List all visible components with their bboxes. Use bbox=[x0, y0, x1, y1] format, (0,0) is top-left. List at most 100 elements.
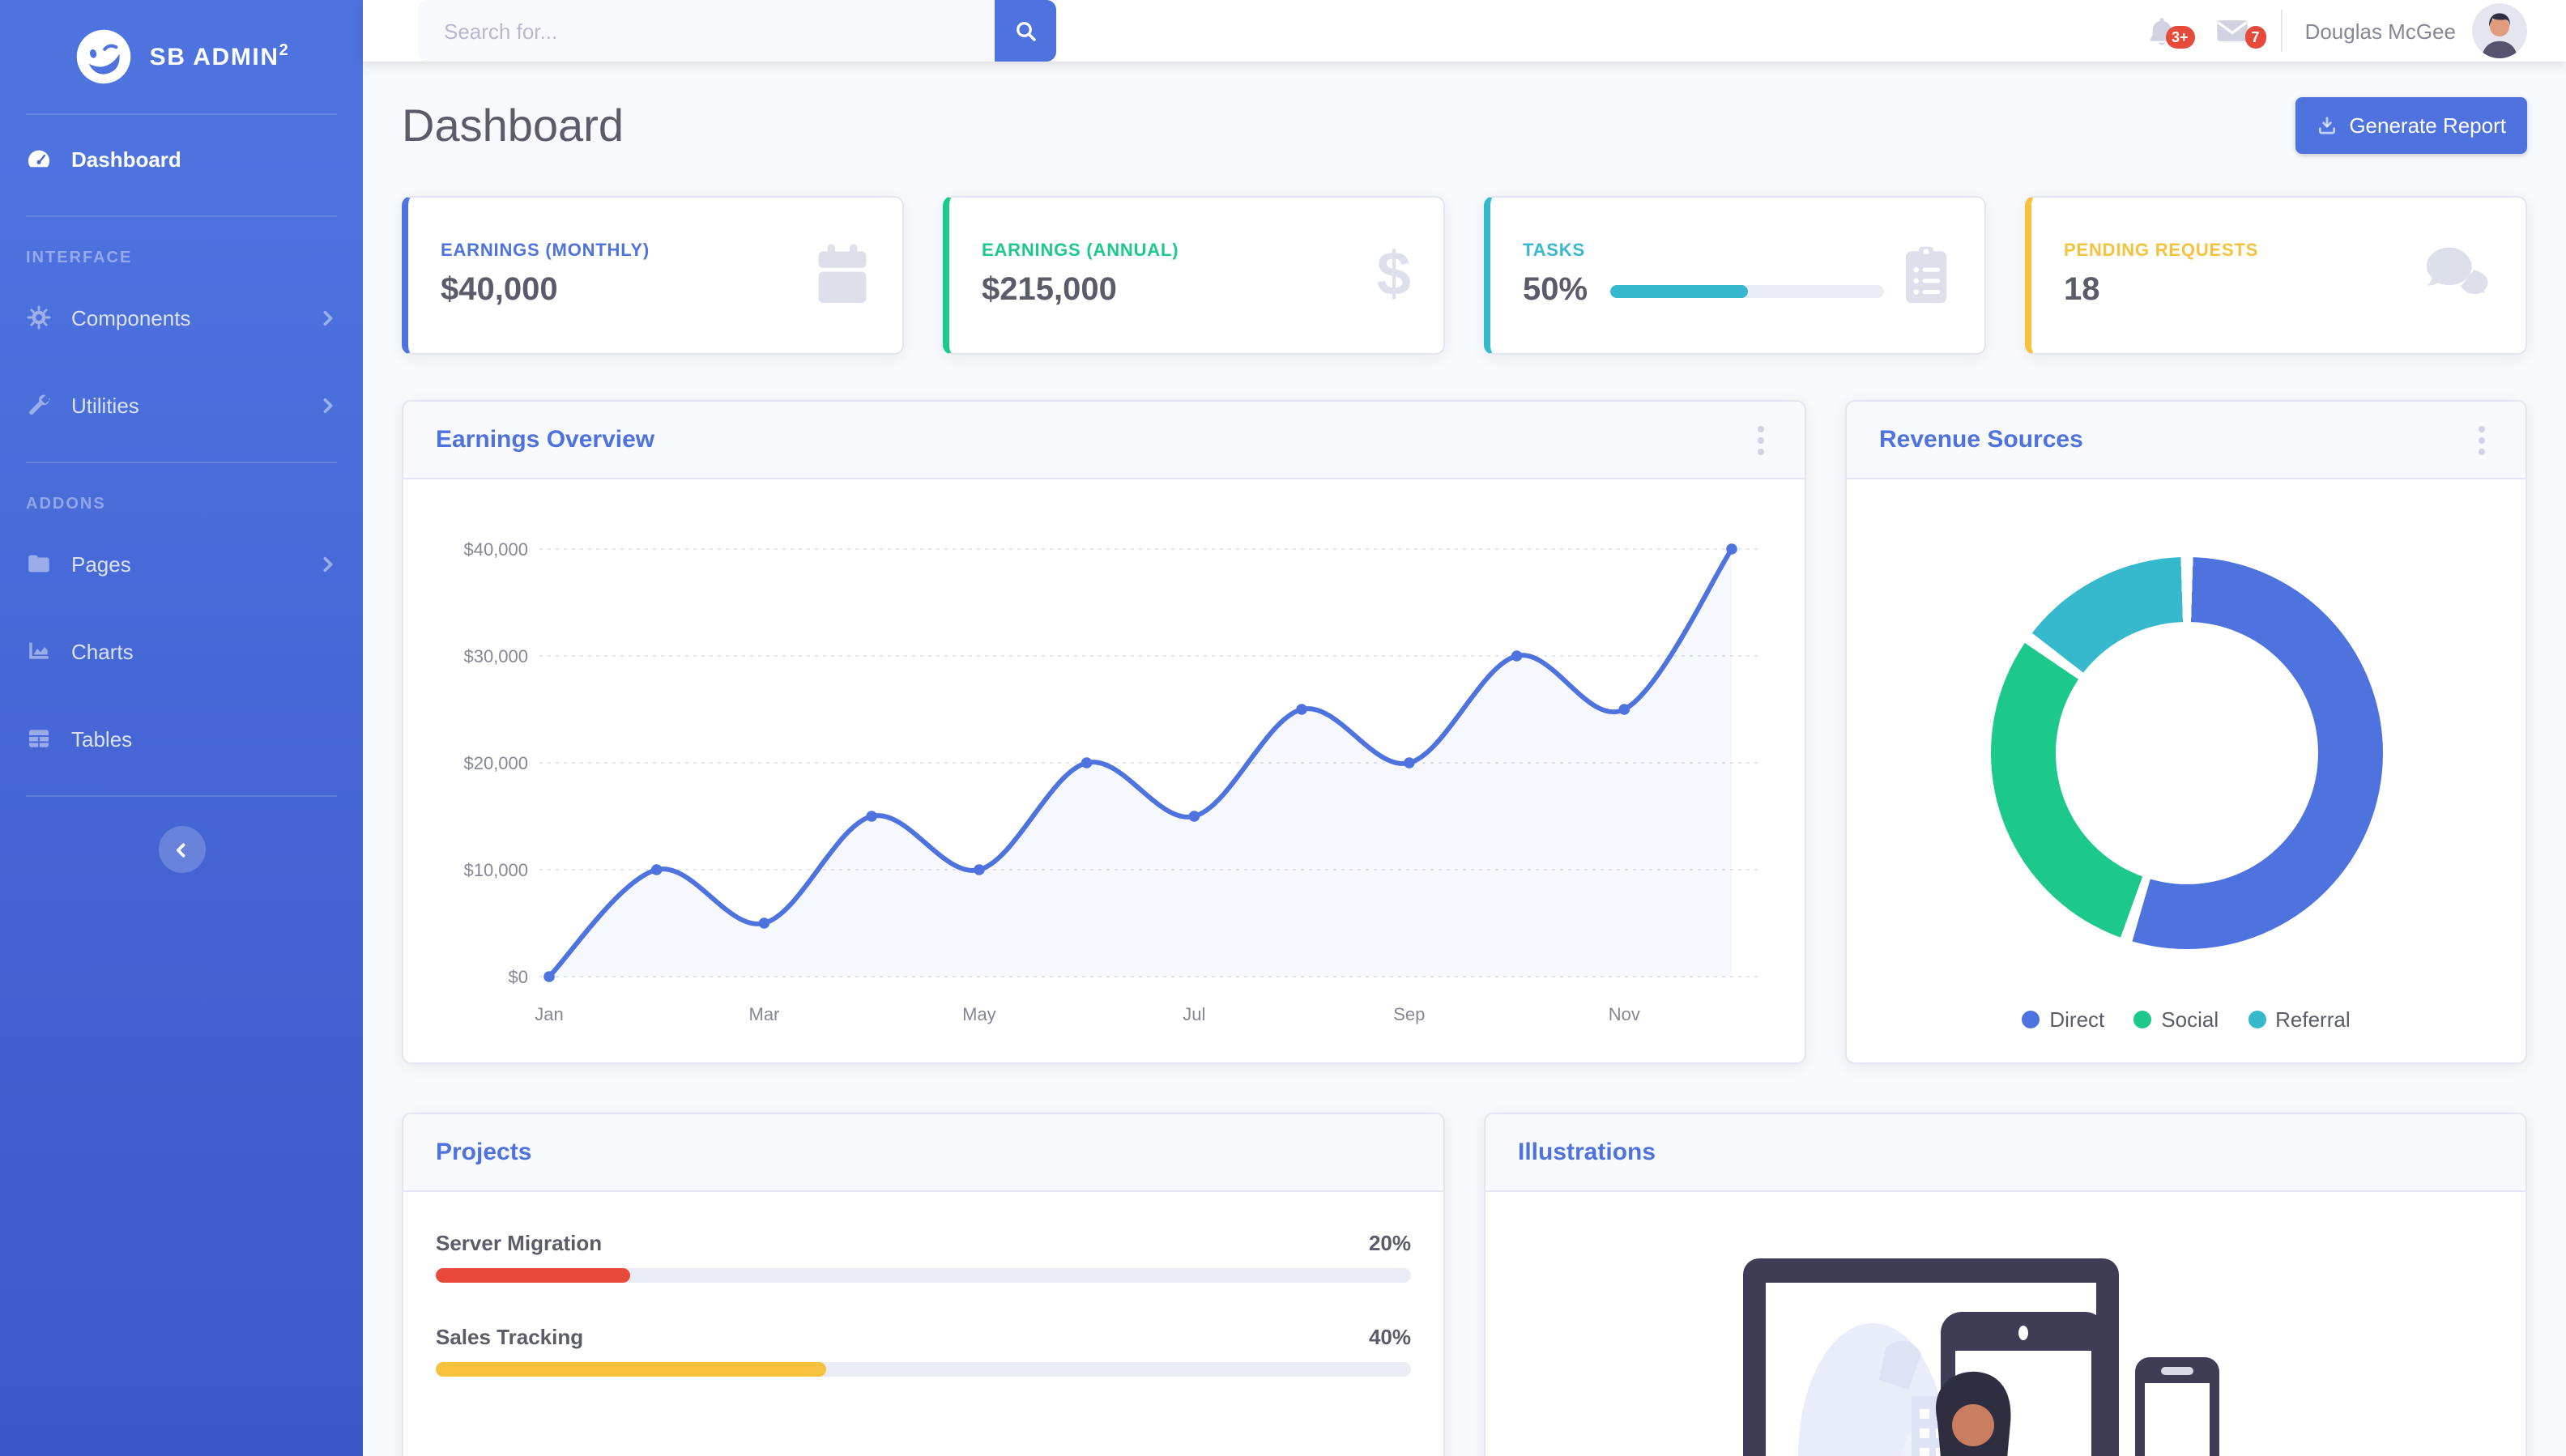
stat-value: $40,000 bbox=[441, 272, 558, 308]
revenue-sources-card: Revenue Sources Direct bbox=[1845, 400, 2527, 1064]
stat-cards-row: EARNINGS (MONTHLY) $40,000 EARNINGS (ANN… bbox=[402, 196, 2527, 355]
sidebar-item-label: Utilities bbox=[71, 393, 139, 417]
revenue-donut-chart bbox=[1990, 557, 2382, 949]
sidebar-item-label: Tables bbox=[71, 726, 133, 751]
chevron-left-icon bbox=[173, 841, 190, 858]
alerts-button[interactable]: 3+ bbox=[2127, 0, 2197, 62]
clipboard-list-icon bbox=[1900, 243, 1952, 308]
avatar bbox=[2472, 3, 2527, 58]
sidebar-divider bbox=[26, 795, 337, 797]
sidebar-divider bbox=[26, 462, 337, 463]
comments-icon bbox=[2422, 245, 2493, 306]
tasks-progress-bar bbox=[1610, 284, 1884, 297]
legend-dot bbox=[2133, 1011, 2152, 1028]
charts-row: Earnings Overview $0 $10,000 $20,000 $30,00… bbox=[402, 400, 2527, 1064]
bottom-row: Projects Server Migration 20% bbox=[402, 1113, 2527, 1456]
svg-text:$20,000: $20,000 bbox=[463, 753, 528, 773]
search-button[interactable] bbox=[995, 0, 1056, 62]
svg-text:Jan: Jan bbox=[535, 1004, 563, 1024]
project-label: Server Migration bbox=[436, 1231, 603, 1255]
projects-card: Projects Server Migration 20% bbox=[402, 1113, 1445, 1456]
project-progress-fill bbox=[436, 1362, 826, 1377]
legend-item-direct: Direct bbox=[2022, 1007, 2104, 1032]
search-input[interactable] bbox=[418, 0, 995, 62]
earnings-overview-card: Earnings Overview $0 $10,000 $20,000 $30,00… bbox=[402, 400, 1806, 1064]
earnings-annual-card: EARNINGS (ANNUAL) $215,000 $ bbox=[943, 196, 1445, 355]
card-title: Earnings Overview bbox=[436, 426, 655, 453]
calendar-icon bbox=[815, 243, 870, 308]
legend-dot bbox=[2248, 1011, 2266, 1028]
sidebar-heading-interface: INTERFACE bbox=[26, 249, 133, 267]
project-progress-bar bbox=[436, 1362, 1411, 1377]
topbar: 3+ 7 Douglas McGee bbox=[363, 0, 2566, 62]
chevron-right-icon bbox=[319, 555, 337, 573]
laughing-wink-logo-icon bbox=[74, 26, 135, 87]
pending-requests-card: PENDING REQUESTS 18 bbox=[2025, 196, 2527, 355]
envelope-icon bbox=[2214, 13, 2250, 49]
devices-illustration bbox=[1743, 1258, 2219, 1456]
illustrations-card: Illustrations bbox=[1484, 1113, 2527, 1456]
svg-text:Mar: Mar bbox=[749, 1004, 780, 1024]
chevron-right-icon bbox=[319, 396, 337, 414]
sidebar-heading-addons: ADDONS bbox=[26, 496, 106, 513]
brand-title: SB ADMIN2 bbox=[149, 42, 290, 71]
table-icon bbox=[26, 726, 62, 751]
content: Dashboard Generate Report EARNINGS (MONT… bbox=[363, 62, 2566, 1456]
topbar-divider bbox=[2280, 10, 2283, 52]
card-title: Revenue Sources bbox=[1879, 426, 2083, 453]
messages-button[interactable]: 7 bbox=[2197, 0, 2268, 62]
alerts-badge: 3+ bbox=[2165, 26, 2195, 49]
sidebar-divider bbox=[26, 113, 337, 115]
svg-text:May: May bbox=[962, 1004, 996, 1024]
stat-label: TASKS bbox=[1523, 241, 1585, 261]
sidebar-item-label: Dashboard bbox=[71, 147, 181, 171]
tachometer-icon bbox=[26, 146, 62, 172]
sidebar-item-label: Pages bbox=[71, 551, 131, 576]
card-menu-ellipsis-icon[interactable] bbox=[2470, 417, 2493, 462]
stat-label: PENDING REQUESTS bbox=[2064, 241, 2259, 261]
stat-label: EARNINGS (MONTHLY) bbox=[441, 241, 650, 261]
search-icon bbox=[1013, 19, 1038, 43]
legend-item-referral: Referral bbox=[2248, 1007, 2351, 1032]
sidebar-item-charts[interactable]: Charts bbox=[0, 607, 363, 695]
sidebar-item-tables[interactable]: Tables bbox=[0, 695, 363, 782]
sidebar-item-components[interactable]: Components bbox=[0, 274, 363, 361]
svg-text:Nov: Nov bbox=[1609, 1004, 1640, 1024]
user-name: Douglas McGee bbox=[2304, 19, 2456, 43]
tasks-progress-fill bbox=[1610, 284, 1748, 297]
project-progress-bar bbox=[436, 1268, 1411, 1283]
sidebar-item-pages[interactable]: Pages bbox=[0, 520, 363, 607]
sidebar-item-label: Charts bbox=[71, 639, 134, 663]
sidebar-divider bbox=[26, 215, 337, 217]
svg-text:$0: $0 bbox=[509, 967, 528, 987]
project-percent: 40% bbox=[1368, 1325, 1411, 1349]
legend-dot bbox=[2022, 1011, 2040, 1028]
stat-value: 18 bbox=[2064, 272, 2100, 308]
stat-label: EARNINGS (ANNUAL) bbox=[982, 241, 1179, 261]
folder-icon bbox=[26, 551, 62, 577]
svg-text:Sep: Sep bbox=[1393, 1004, 1425, 1024]
generate-report-button[interactable]: Generate Report bbox=[2295, 97, 2527, 154]
card-title: Projects bbox=[436, 1139, 532, 1166]
chevron-right-icon bbox=[319, 309, 337, 326]
sidebar-item-utilities[interactable]: Utilities bbox=[0, 361, 363, 449]
main-area: 3+ 7 Douglas McGee bbox=[363, 0, 2566, 1456]
sidebar-collapse-button[interactable] bbox=[158, 826, 205, 873]
project-row-server-migration: Server Migration 20% bbox=[436, 1231, 1411, 1283]
sidebar-item-dashboard[interactable]: Dashboard bbox=[0, 115, 363, 202]
svg-text:Jul: Jul bbox=[1183, 1004, 1205, 1024]
project-row-sales-tracking: Sales Tracking 40% bbox=[436, 1325, 1411, 1377]
messages-badge: 7 bbox=[2244, 26, 2266, 49]
tasks-card: TASKS 50% bbox=[1484, 196, 1986, 355]
svg-text:$30,000: $30,000 bbox=[463, 646, 528, 666]
stat-value: $215,000 bbox=[982, 272, 1117, 308]
search-form bbox=[418, 0, 1056, 62]
cog-icon bbox=[26, 304, 62, 330]
brand-link[interactable]: SB ADMIN2 bbox=[0, 0, 363, 113]
svg-text:$40,000: $40,000 bbox=[463, 539, 528, 560]
project-progress-fill bbox=[436, 1268, 631, 1283]
card-menu-ellipsis-icon[interactable] bbox=[1750, 417, 1772, 462]
user-menu[interactable]: Douglas McGee bbox=[2305, 3, 2527, 58]
dollar-sign-icon: $ bbox=[1376, 241, 1411, 309]
